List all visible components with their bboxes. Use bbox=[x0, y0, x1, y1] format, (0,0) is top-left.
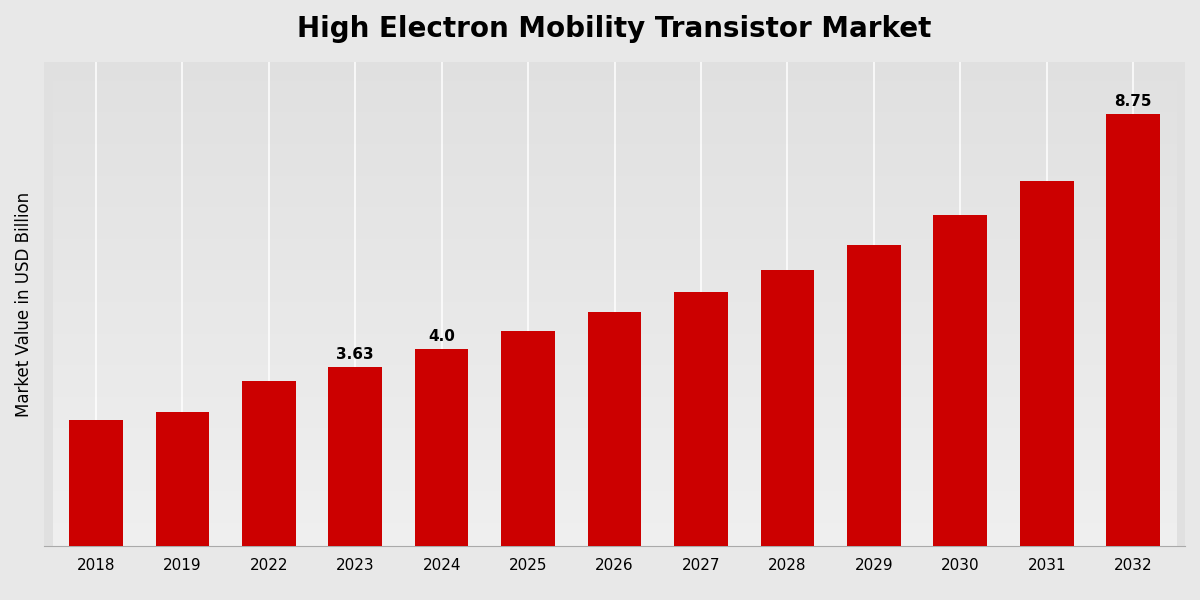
Bar bbox=[156, 412, 209, 546]
Bar bbox=[674, 292, 727, 546]
Title: High Electron Mobility Transistor Market: High Electron Mobility Transistor Market bbox=[298, 15, 931, 43]
Bar bbox=[502, 331, 554, 546]
Y-axis label: Market Value in USD Billion: Market Value in USD Billion bbox=[14, 191, 34, 416]
Text: 8.75: 8.75 bbox=[1115, 94, 1152, 109]
Bar bbox=[242, 380, 295, 546]
Bar bbox=[588, 311, 641, 546]
Bar bbox=[329, 367, 382, 546]
Bar bbox=[1020, 181, 1074, 546]
Bar bbox=[934, 215, 988, 546]
Text: 3.63: 3.63 bbox=[336, 347, 374, 362]
Bar bbox=[847, 245, 901, 546]
Bar bbox=[761, 269, 815, 546]
Bar bbox=[415, 349, 468, 546]
Text: 4.0: 4.0 bbox=[428, 329, 455, 344]
Bar bbox=[1106, 114, 1160, 546]
Bar bbox=[70, 420, 122, 546]
